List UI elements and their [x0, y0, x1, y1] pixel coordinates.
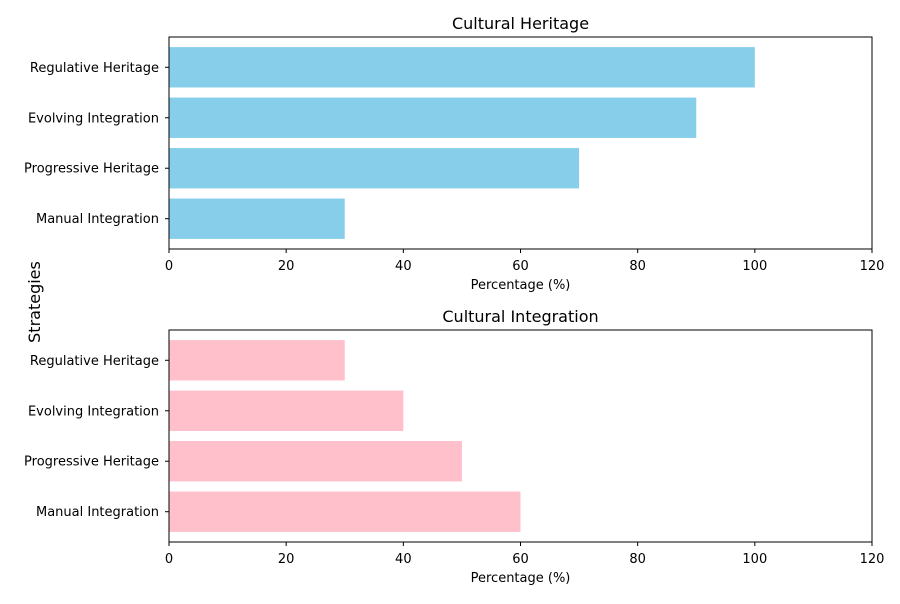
x-tick-label-2-3: 40: [395, 552, 412, 567]
x-tick-label-2-7: 120: [860, 552, 885, 567]
y-tick-label-1-3: Evolving Integration: [28, 111, 159, 126]
x-tick-label-1-6: 100: [742, 259, 767, 274]
bar-1-1: [169, 198, 345, 239]
bar-2-3: [169, 390, 404, 431]
x-tick-label-1-5: 80: [629, 259, 646, 274]
y-tick-label-1-2: Progressive Heritage: [24, 162, 159, 177]
x-axis-label-1: Percentage (%): [471, 278, 571, 293]
y-tick-label-2-1: Manual Integration: [36, 505, 159, 520]
x-tick-label-1-1: 0: [165, 259, 173, 274]
y-tick-label-2-3: Evolving Integration: [28, 404, 159, 419]
chart-panel-2: Manual Integration Progressive Heritage Ev…: [24, 307, 884, 586]
bar-2-4: [169, 340, 345, 381]
bar-1-3: [169, 97, 697, 138]
chart-title-1: Cultural Heritage: [452, 14, 589, 33]
y-tick-label-1-1: Manual Integration: [36, 212, 159, 227]
x-tick-label-2-1: 0: [165, 552, 173, 567]
chart-title-2: Cultural Integration: [442, 307, 598, 326]
y-tick-label-1-4: Regulative Heritage: [30, 61, 159, 76]
bar-1-4: [169, 47, 755, 88]
x-tick-label-2-2: 20: [278, 552, 295, 567]
x-tick-label-1-2: 20: [278, 259, 295, 274]
x-axis-label-2: Percentage (%): [471, 571, 571, 586]
bar-2-1: [169, 491, 521, 532]
x-tick-label-1-7: 120: [860, 259, 885, 274]
bar-2-2: [169, 441, 462, 482]
figure-y-axis-label: Strategies: [25, 261, 44, 343]
x-tick-label-2-4: 60: [512, 552, 529, 567]
y-tick-label-2-4: Regulative Heritage: [30, 354, 159, 369]
x-tick-label-2-5: 80: [629, 552, 646, 567]
bar-1-2: [169, 148, 580, 189]
y-tick-label-2-2: Progressive Heritage: [24, 455, 159, 470]
chart-panel-1: Manual Integration Progressive Heritage Ev…: [24, 14, 884, 293]
x-tick-label-1-3: 40: [395, 259, 412, 274]
x-tick-label-2-6: 100: [742, 552, 767, 567]
x-tick-label-1-4: 60: [512, 259, 529, 274]
